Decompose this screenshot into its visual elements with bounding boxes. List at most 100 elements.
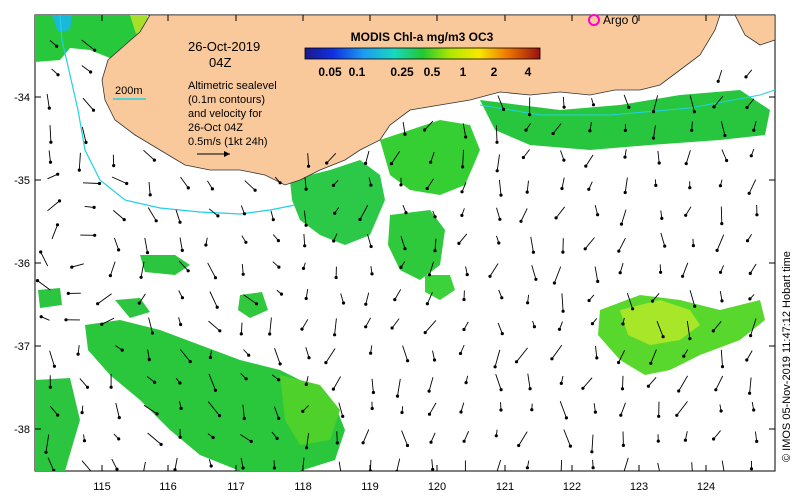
velocity-arrow-head: [748, 297, 752, 301]
velocity-arrow-head: [371, 390, 375, 395]
velocity-arrow-head: [534, 277, 538, 281]
velocity-arrow-head: [218, 329, 222, 333]
velocity-arrow-head: [279, 292, 284, 296]
velocity-arrow-head: [52, 364, 57, 368]
velocity-arrow-head: [178, 220, 182, 224]
velocity-arrow-head: [186, 186, 190, 190]
velocity-arrow: [334, 318, 337, 335]
velocity-arrow-head: [70, 265, 74, 269]
velocity-arrow: [496, 154, 500, 171]
velocity-arrow: [208, 208, 219, 217]
velocity-arrow-head: [531, 250, 536, 254]
velocity-arrow-head: [304, 223, 308, 227]
chl-patch-shelf-west: [290, 160, 385, 245]
velocity-arrow: [560, 460, 563, 471]
velocity-arrow-head: [332, 239, 336, 243]
velocity-arrow: [495, 373, 502, 390]
velocity-arrow-head: [56, 73, 60, 77]
velocity-arrow: [715, 375, 724, 391]
velocity-arrow-head: [464, 381, 468, 385]
chlorophyll-layer: [35, 15, 770, 471]
colorbar-tick-label: 0.1: [349, 65, 366, 79]
velocity-arrow-head: [718, 270, 723, 274]
velocity-arrow: [561, 293, 564, 312]
velocity-arrow-head: [139, 275, 143, 279]
velocity-arrow-head: [657, 414, 661, 418]
velocity-arrow-head: [137, 301, 141, 305]
velocity-arrow: [720, 121, 726, 136]
velocity-arrow-head: [660, 216, 664, 220]
velocity-arrow-head: [242, 212, 247, 216]
velocity-arrow-head: [502, 107, 506, 111]
velocity-arrow-head: [425, 186, 429, 191]
velocity-arrow-head: [462, 327, 466, 332]
velocity-arrow: [754, 431, 758, 442]
velocity-arrow-head: [596, 213, 600, 217]
velocity-arrow-head: [500, 332, 504, 336]
velocity-arrow-head: [568, 444, 573, 448]
velocity-arrow-head: [186, 269, 190, 273]
velocity-arrow-head: [427, 273, 432, 277]
velocity-arrow: [749, 377, 752, 394]
velocity-arrow-head: [271, 218, 275, 222]
x-tick-label: 120: [428, 481, 446, 493]
velocity-arrow: [241, 264, 244, 275]
velocity-arrow-head: [692, 110, 697, 114]
velocity-arrow: [148, 317, 153, 334]
velocity-arrow: [527, 373, 531, 389]
velocity-arrow-head: [178, 381, 182, 385]
velocity-arrow-head: [720, 299, 724, 303]
velocity-arrow: [518, 431, 528, 446]
velocity-arrow: [306, 433, 310, 448]
velocity-arrow-head: [499, 408, 503, 412]
velocity-arrow-head: [465, 273, 469, 277]
velocity-arrow: [71, 263, 84, 268]
velocity-arrow-head: [239, 332, 243, 336]
velocity-arrow-head: [497, 241, 501, 245]
velocity-arrow-head: [427, 412, 432, 416]
velocity-arrow-head: [150, 331, 155, 335]
velocity-arrow-head: [588, 129, 592, 133]
velocity-arrow-head: [173, 468, 177, 471]
velocity-arrow: [429, 261, 434, 275]
velocity-arrow-head: [528, 113, 532, 117]
velocity-arrow-head: [725, 158, 729, 163]
velocity-arrow-head: [524, 128, 528, 132]
velocity-arrow: [82, 182, 100, 184]
velocity-arrow: [432, 350, 435, 361]
velocity-arrow-head: [488, 274, 492, 278]
velocity-arrow: [594, 266, 599, 282]
velocity-arrow-head: [561, 309, 565, 313]
velocity-arrow-head: [584, 164, 588, 168]
velocity-arrow-head: [651, 136, 656, 140]
velocity-arrow-head: [215, 305, 219, 309]
velocity-arrow-head: [335, 441, 339, 445]
velocity-arrow: [618, 237, 626, 252]
colorbar-tick-label: 2: [491, 65, 498, 79]
velocity-arrow-head: [659, 475, 662, 478]
velocity-arrow-head: [304, 296, 308, 301]
velocity-arrow-head: [500, 296, 504, 300]
velocity-arrow-head: [723, 471, 726, 474]
velocity-arrow-head: [117, 416, 121, 420]
velocity-arrow: [551, 344, 563, 360]
velocity-arrow-head: [623, 128, 628, 132]
chl-patch-southwest-light: [280, 375, 340, 445]
velocity-arrow-head: [66, 291, 70, 295]
axes: -34 -35 -36 -37 -38 115 116 117 118 119 120 121 122 1…: [14, 15, 775, 493]
velocity-arrow-head: [627, 105, 631, 109]
velocity-arrow: [397, 378, 401, 397]
velocity-arrow-head: [590, 322, 595, 326]
velocity-arrow-head: [48, 385, 52, 389]
velocity-arrow: [140, 261, 145, 278]
velocity-arrow-head: [249, 439, 253, 444]
velocity-arrow: [111, 176, 127, 184]
velocity-arrow: [402, 345, 409, 361]
velocity-arrow-head: [341, 301, 346, 305]
velocity-arrow-head: [404, 211, 408, 215]
velocity-arrow: [463, 431, 470, 442]
velocity-arrow-head: [423, 331, 427, 335]
velocity-arrow: [240, 434, 252, 442]
velocity-arrow-head: [596, 279, 600, 283]
annotation-line-5: 0.5m/s (1kt 24h): [188, 136, 267, 148]
